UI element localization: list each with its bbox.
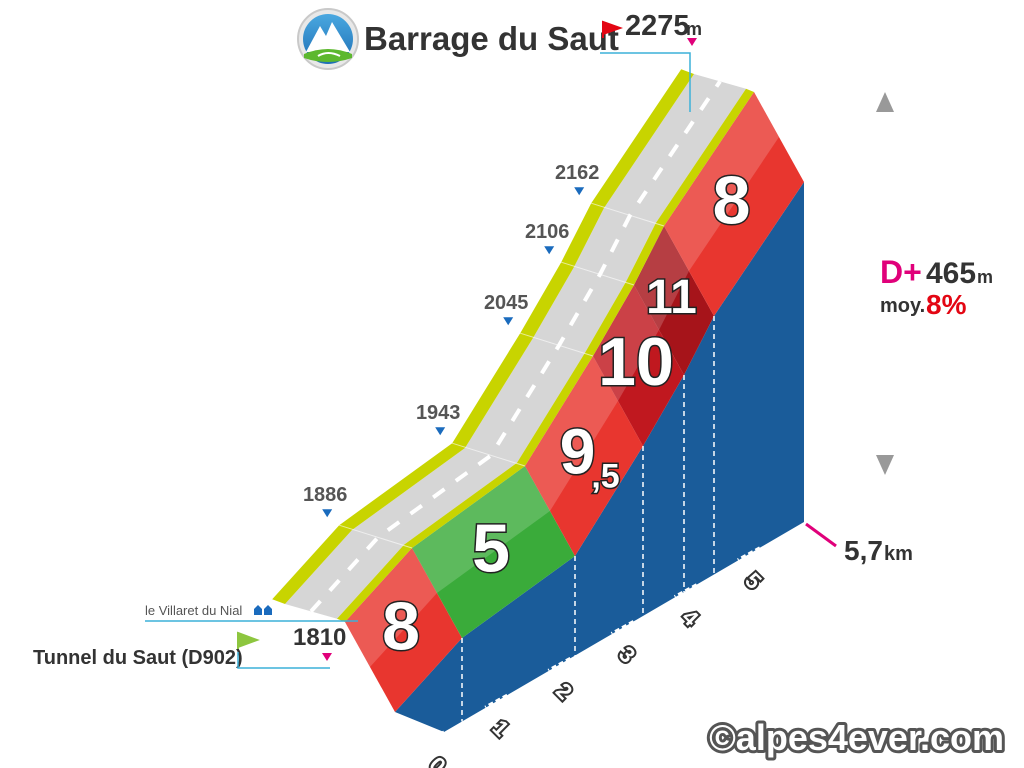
km-tick (484, 693, 508, 709)
km-tick (421, 730, 445, 746)
km-tick-label: 2 (551, 678, 577, 704)
start-flag-icon (237, 631, 260, 650)
average-label: moy. (880, 295, 925, 317)
gradient-face-0 (345, 548, 462, 712)
altitude-marker-icon (503, 317, 514, 326)
gradient-face-shade-3 (593, 285, 659, 401)
summit-header: Barrage du Saut 2275 m (297, 8, 702, 112)
km-tick-label: 4 (677, 604, 704, 631)
elevation-stats: D+ 465 m moy. 8% (876, 92, 996, 475)
mountain-logo-icon (297, 8, 359, 70)
km-drop-lines (461, 316, 715, 722)
gradient-face-shade-2 (525, 356, 618, 511)
road-section-line (591, 202, 665, 227)
altitude-marker-icon (322, 509, 333, 518)
total-distance: 5,7 km (805, 522, 913, 566)
gradient-label: 8 (713, 162, 751, 238)
gradient-face-5 (664, 92, 804, 316)
gradient-label-decimal: ,5 (591, 458, 619, 496)
gradient-face-shade-0 (345, 548, 437, 667)
road-right-verge (337, 88, 754, 623)
profile-wall (395, 182, 804, 732)
km-tick-label: 0 (424, 752, 450, 768)
dplus-value: 465 (926, 257, 976, 290)
village-name: le Villaret du Nial (145, 603, 242, 618)
gradient-faces (345, 92, 804, 712)
altitude-marker-icon (435, 427, 446, 436)
km-tick (737, 546, 761, 562)
km-tick (673, 583, 698, 598)
altitude-marker-icon (544, 246, 555, 255)
gradient-label: 9 (560, 416, 596, 488)
altitude-markers: 1886 1943 2045 2106 2162 (303, 162, 600, 518)
road-section-line (339, 524, 413, 549)
gradient-label: 5 (472, 510, 510, 586)
road-section-line (561, 261, 635, 286)
dplus-unit: m (977, 267, 993, 287)
road-left-verge (272, 69, 694, 604)
start-altitude: 1810 (293, 624, 346, 651)
gradient-face-shade-1 (412, 466, 550, 593)
road-surface (285, 74, 746, 619)
village-marker: le Villaret du Nial (145, 603, 358, 622)
road-section-lines (339, 202, 665, 549)
gradient-face-3 (593, 285, 684, 446)
summit-altitude: 2275 (625, 10, 690, 42)
start-marker-icon (322, 653, 332, 661)
gradient-face-4 (634, 226, 714, 375)
up-arrow-icon (876, 92, 894, 112)
altitude-label: 2162 (555, 162, 600, 184)
km-tick-label: 5 (740, 568, 766, 594)
gradient-face-shade-5 (664, 92, 779, 271)
altitude-label: 1886 (303, 484, 348, 506)
gradient-label: 8 (382, 588, 420, 664)
km-tick (547, 656, 572, 672)
altitude-label: 2106 (525, 221, 570, 243)
summit-flag-icon (602, 20, 624, 38)
start-name: Tunnel du Saut (D902) (33, 647, 243, 669)
gradient-face-1 (412, 466, 575, 638)
gradient-label: 11 (646, 271, 697, 324)
road-section-line (452, 442, 526, 467)
km-tick-label: 1 (488, 715, 514, 741)
copyright: ©alpes4ever.com (709, 717, 1004, 758)
summit-leader-line (600, 52, 691, 112)
average-gradient: 8% (926, 289, 967, 320)
start-marker: 1810 Tunnel du Saut (D902) (33, 624, 346, 669)
summit-altitude-unit: m (686, 19, 702, 39)
km-tick (610, 620, 635, 635)
altitude-label: 1943 (416, 402, 461, 424)
road-section-line (520, 332, 594, 357)
start-leader-line (237, 652, 330, 669)
gradient-face-2 (525, 356, 643, 556)
summit-name: Barrage du Saut (364, 20, 619, 57)
km-tick-label: 3 (614, 641, 640, 667)
altitude-label: 2045 (484, 292, 529, 314)
summit-marker-icon (687, 38, 697, 46)
gradient-label: 10 (598, 324, 674, 400)
altitude-marker-icon (574, 187, 585, 196)
dplus-label: D+ (880, 254, 922, 290)
total-distance-value: 5,7 (844, 535, 883, 566)
total-distance-unit: km (884, 543, 913, 565)
down-arrow-icon (876, 455, 894, 475)
gradient-face-shade-4 (634, 226, 689, 330)
houses-icon (254, 605, 272, 615)
